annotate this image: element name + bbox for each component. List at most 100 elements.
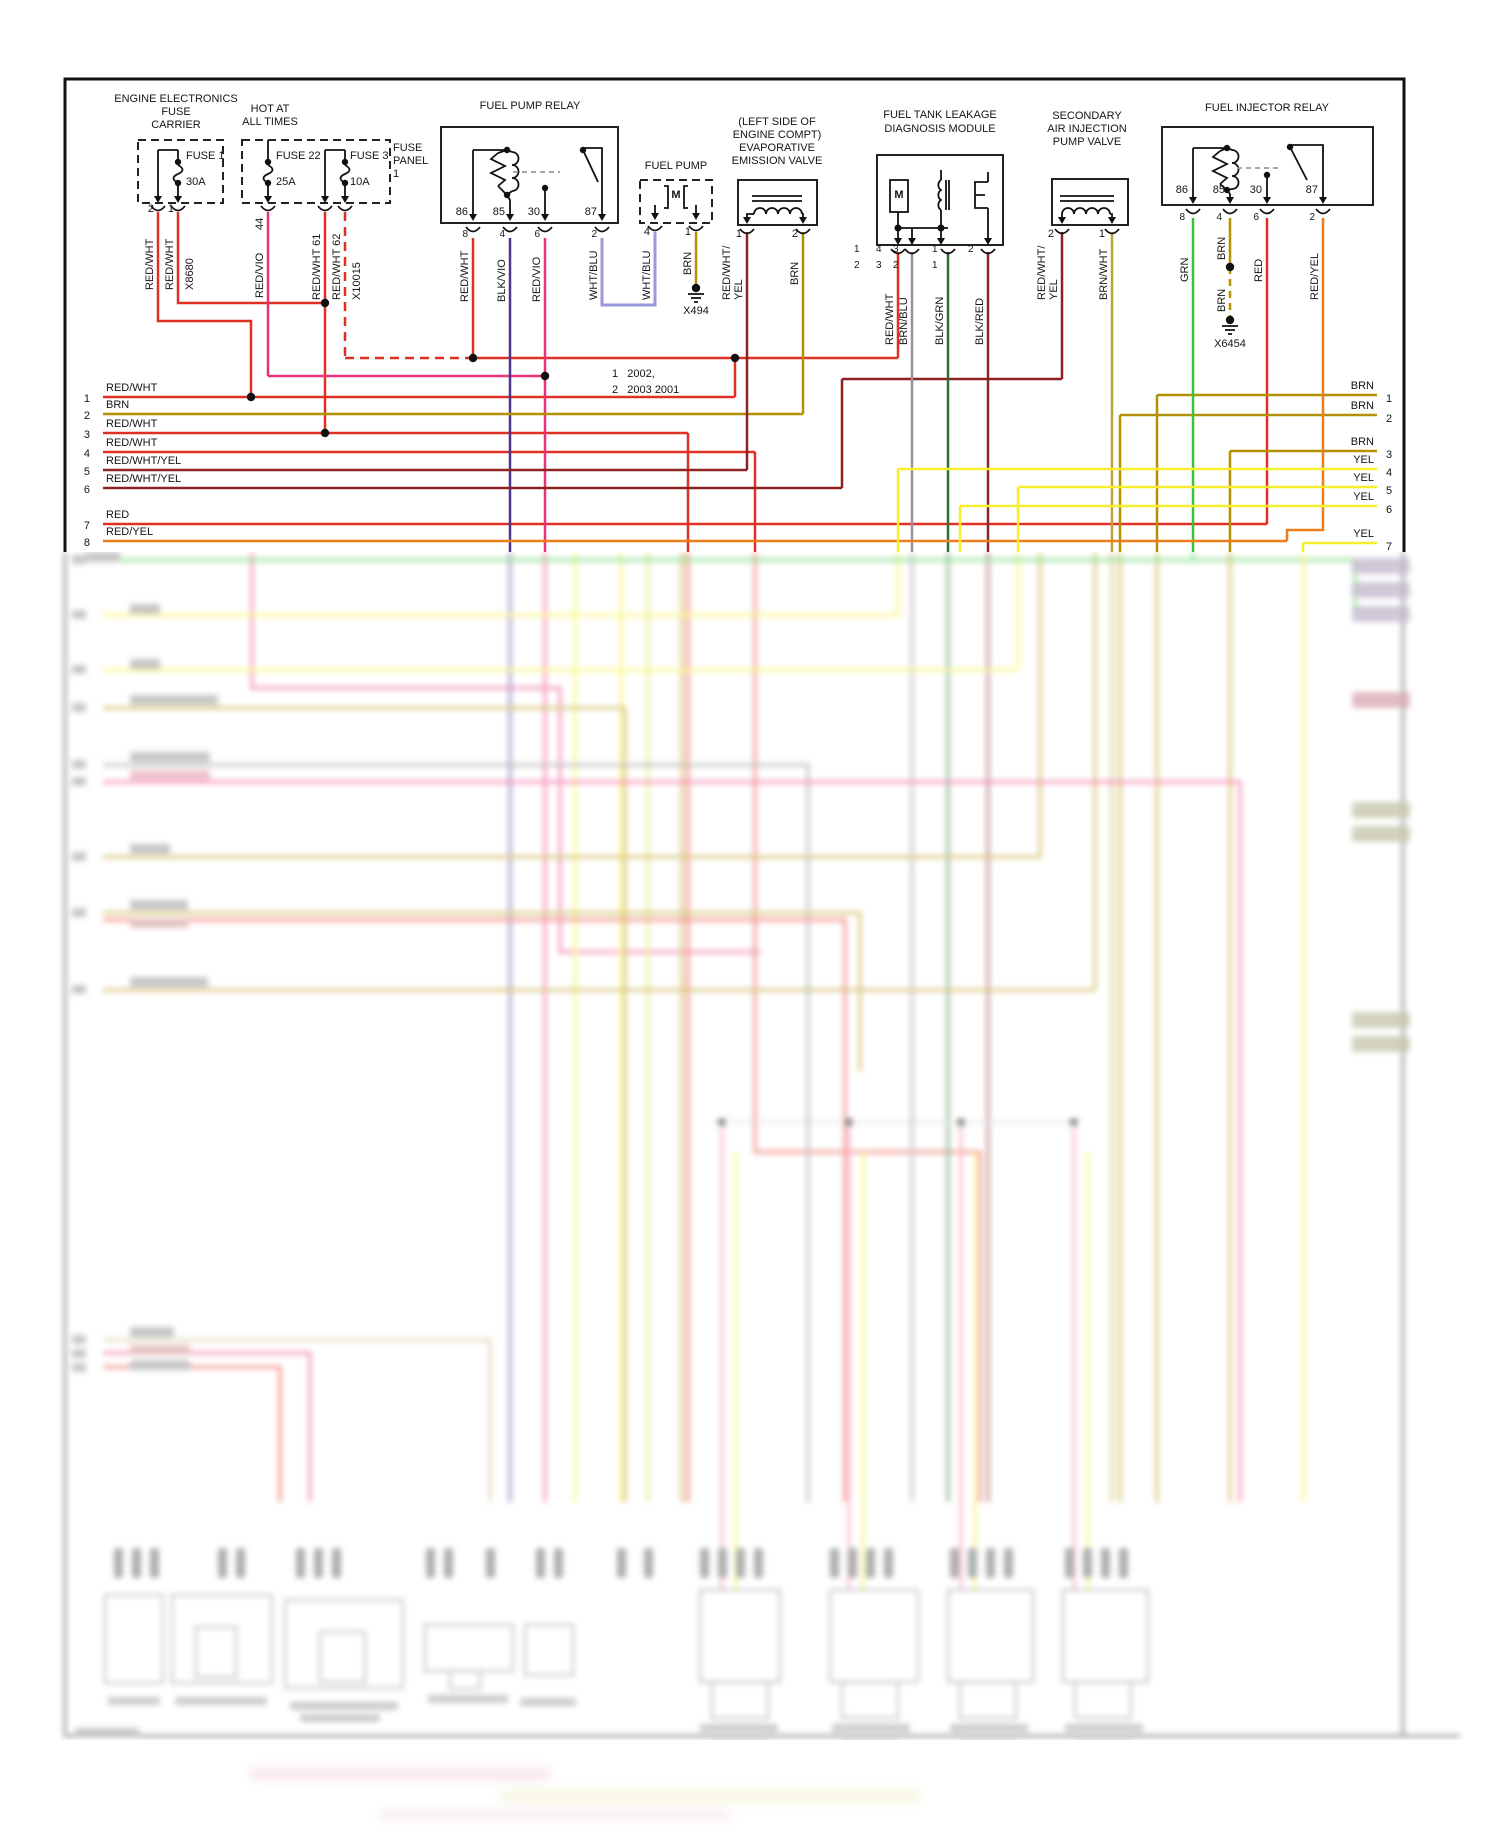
title-hot-at: ALL TIMES — [242, 116, 298, 128]
bus-row-number: 4 — [83, 448, 90, 460]
wire-label: RED/WHT — [164, 238, 176, 290]
bus-row-number: 1 — [1386, 393, 1393, 405]
bus-row-number: 6 — [1386, 504, 1393, 516]
bus-row-number: 8 — [83, 537, 90, 549]
wire-label: BRN — [682, 251, 694, 275]
wire-label: RED/WHT — [144, 238, 156, 290]
wire-label: BRN — [1216, 288, 1228, 312]
wire-label: RED/WHT — [884, 293, 896, 345]
wire-label: RED/YEL — [1309, 252, 1321, 300]
fuse-name: FUSE 3 — [350, 150, 389, 162]
bus-row-label: RED/WHT — [106, 437, 158, 449]
fuse-name: FUSE 22 — [276, 150, 321, 162]
module-pin: 3 — [893, 244, 899, 255]
component-boxes — [137, 126, 1374, 246]
wire-label: RED/WHT 61 — [311, 233, 323, 300]
pin-number: 1 — [167, 203, 174, 215]
wire-label: GRN — [1179, 257, 1191, 282]
fuse-rating: 10A — [350, 176, 370, 188]
bus-row-number: 2 — [1386, 413, 1393, 425]
title-fuel-tank-module: FUEL TANK LEAKAGE — [883, 109, 997, 121]
motor-symbol: M — [671, 189, 681, 201]
relay-pin: 87 — [1305, 184, 1318, 196]
bus-row-number: 2 — [83, 410, 90, 422]
title-fuse-carrier: ENGINE ELECTRONICS — [114, 93, 238, 105]
bus-row-number: 6 — [83, 484, 90, 496]
title-fuse-panel: PANEL — [393, 155, 429, 167]
title-fuse-carrier: FUSE — [161, 106, 191, 118]
fuse-rating: 30A — [186, 176, 206, 188]
bus-row-label: RED/WHT/YEL — [106, 455, 182, 467]
module-pin: 4 — [876, 244, 882, 255]
title-fuel-pump: FUEL PUMP — [644, 160, 708, 172]
terminal-number: 8 — [462, 229, 468, 240]
wire-label: BRN/BLU — [898, 297, 910, 345]
motor-symbol: M — [894, 189, 904, 201]
footer-smudge — [250, 1768, 550, 1780]
bus-row-number: 3 — [1386, 449, 1393, 461]
terminal-number: 2 — [1309, 212, 1315, 223]
pin-number: 1 — [1098, 228, 1105, 240]
wire-label: RED/WHT 62 — [331, 233, 343, 300]
bus-row-label: RED — [106, 509, 130, 521]
bus-row-label: RED/YEL — [106, 526, 154, 538]
relay-pin: 86 — [455, 206, 468, 218]
title-sec-air-valve: AIR INJECTION — [1047, 123, 1127, 135]
wire-label: RED/VIO — [531, 256, 543, 302]
pin-number: 2 — [1047, 228, 1054, 240]
footer-smudge — [380, 1810, 730, 1820]
note-text: 1 2002, — [612, 368, 655, 380]
bus-row-label: BRN — [1350, 400, 1374, 412]
bus-row-number: 5 — [83, 466, 90, 478]
wire-label: BLK/VIO — [496, 259, 508, 302]
wire-label: RED/VIO — [254, 252, 266, 298]
module-pin: 1 — [932, 260, 938, 271]
fuse-rating: 25A — [276, 176, 296, 188]
wire-label: BLK/GRN — [934, 296, 946, 345]
terminal-number: 2 — [591, 229, 597, 240]
connector-label: X494 — [683, 305, 709, 317]
footer-smudge — [500, 1790, 920, 1802]
faded-lower-diagram — [0, 552, 1500, 1740]
title-fuel-pump-relay: FUEL PUMP RELAY — [479, 100, 581, 112]
bus-row-number: 4 — [1386, 467, 1393, 479]
pin-number: 44 — [254, 217, 266, 230]
title-evap-valve: EVAPORATIVE — [738, 142, 815, 154]
fuse-name: FUSE 1 — [186, 150, 225, 162]
bus-row-number: 7 — [1386, 541, 1393, 553]
bus-row-label: RED/WHT/YEL — [106, 473, 182, 485]
module-footnote: 1 — [854, 244, 860, 255]
bus-row-label: YEL — [1353, 454, 1374, 466]
title-fuel-injector-relay: FUEL INJECTOR RELAY — [1205, 102, 1329, 114]
title-evap-valve: EMISSION VALVE — [731, 155, 823, 167]
title-hot-at: HOT AT — [250, 103, 290, 115]
connector-cups — [150, 205, 1331, 255]
connector-label: X6454 — [1214, 338, 1246, 350]
pin-number: 4 — [643, 226, 650, 238]
bus-row-label: BRN — [1350, 380, 1374, 392]
connector-label: X10015 — [351, 262, 363, 300]
wire-label: YEL — [1048, 279, 1060, 300]
terminal-number: 4 — [1216, 212, 1222, 223]
wire-label: BLK/RED — [974, 297, 986, 345]
bus-row-label: YEL — [1353, 472, 1374, 484]
bus-row-label: BRN — [1350, 436, 1374, 448]
faded-linework — [63, 552, 1460, 1740]
title-fuel-tank-module: DIAGNOSIS MODULE — [884, 123, 996, 135]
bus-row-label: YEL — [1353, 528, 1374, 540]
bus-row-number: 7 — [83, 520, 90, 532]
terminal-number: 6 — [534, 229, 540, 240]
bus-row-number: 3 — [83, 429, 90, 441]
title-fuse-panel: 1 — [393, 168, 400, 180]
bus-row-label: BRN — [106, 399, 130, 411]
terminal-number: 4 — [499, 229, 505, 240]
title-fuse-panel: FUSE — [393, 142, 423, 154]
terminal-number: 6 — [1253, 212, 1259, 223]
relay-pin: 30 — [527, 206, 540, 218]
wire-label: WHT/BLU — [588, 250, 600, 301]
bus-row-label: YEL — [1353, 491, 1374, 503]
title-fuse-carrier: CARRIER — [151, 119, 201, 131]
module-pin: 2 — [893, 260, 899, 271]
